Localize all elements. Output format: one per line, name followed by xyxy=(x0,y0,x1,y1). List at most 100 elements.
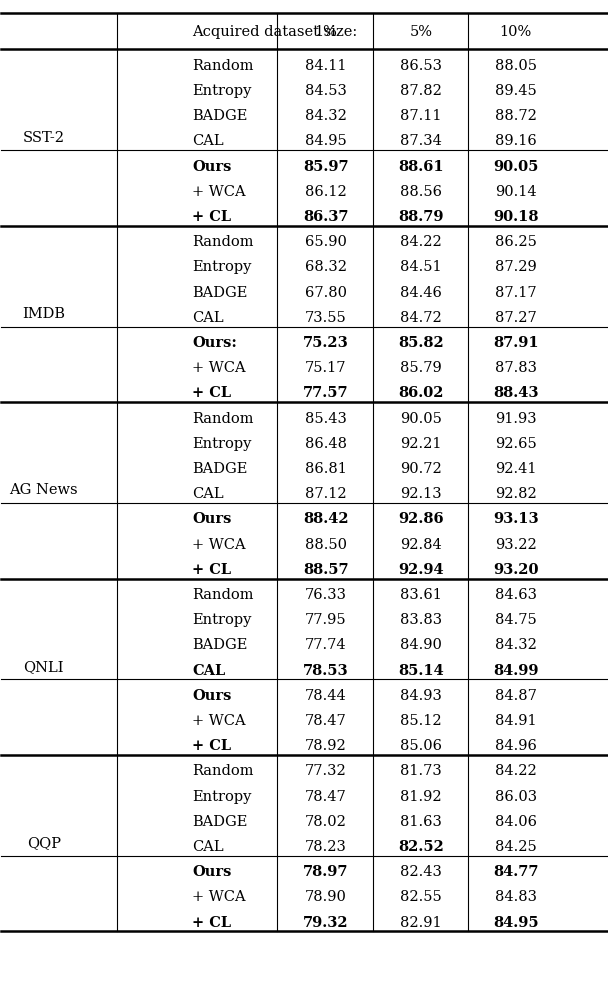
Text: Entropy: Entropy xyxy=(192,84,252,98)
Text: 87.83: 87.83 xyxy=(495,362,537,375)
Text: Ours: Ours xyxy=(192,513,232,527)
Text: CAL: CAL xyxy=(192,487,224,501)
Text: 88.43: 88.43 xyxy=(493,386,539,400)
Text: 84.75: 84.75 xyxy=(495,614,537,627)
Text: Random: Random xyxy=(192,588,254,602)
Text: + CL: + CL xyxy=(192,386,232,400)
Text: 84.32: 84.32 xyxy=(495,638,537,652)
Text: 86.12: 86.12 xyxy=(305,185,347,199)
Text: CAL: CAL xyxy=(192,134,224,148)
Text: Ours:: Ours: xyxy=(192,336,237,350)
Text: 86.81: 86.81 xyxy=(305,462,347,476)
Text: 84.32: 84.32 xyxy=(305,110,347,124)
Text: 86.25: 86.25 xyxy=(495,235,537,249)
Text: 90.05: 90.05 xyxy=(493,159,539,173)
Text: 84.93: 84.93 xyxy=(400,689,442,703)
Text: CAL: CAL xyxy=(192,663,226,677)
Text: 78.47: 78.47 xyxy=(305,714,347,728)
Text: Entropy: Entropy xyxy=(192,614,252,627)
Text: 67.80: 67.80 xyxy=(305,286,347,300)
Text: 87.34: 87.34 xyxy=(400,134,442,148)
Text: + CL: + CL xyxy=(192,915,232,929)
Text: 81.92: 81.92 xyxy=(400,790,442,804)
Text: 88.57: 88.57 xyxy=(303,563,349,577)
Text: 88.72: 88.72 xyxy=(495,110,537,124)
Text: + CL: + CL xyxy=(192,563,232,577)
Text: 93.20: 93.20 xyxy=(493,563,539,577)
Text: 84.22: 84.22 xyxy=(495,765,537,779)
Text: 90.14: 90.14 xyxy=(495,185,537,199)
Text: 85.06: 85.06 xyxy=(400,739,442,753)
Text: Random: Random xyxy=(192,59,254,73)
Text: 10%: 10% xyxy=(500,25,532,39)
Text: 81.63: 81.63 xyxy=(400,815,442,829)
Text: SST-2: SST-2 xyxy=(22,130,65,144)
Text: 92.86: 92.86 xyxy=(398,513,444,527)
Text: 84.95: 84.95 xyxy=(305,134,347,148)
Text: 87.11: 87.11 xyxy=(401,110,442,124)
Text: 84.91: 84.91 xyxy=(495,714,537,728)
Text: 82.52: 82.52 xyxy=(398,840,444,854)
Text: 88.50: 88.50 xyxy=(305,538,347,552)
Text: BADGE: BADGE xyxy=(192,286,248,300)
Text: CAL: CAL xyxy=(192,840,224,854)
Text: 75.17: 75.17 xyxy=(305,362,347,375)
Text: 85.14: 85.14 xyxy=(398,663,444,677)
Text: Entropy: Entropy xyxy=(192,437,252,451)
Text: 77.74: 77.74 xyxy=(305,638,347,652)
Text: Ours: Ours xyxy=(192,689,232,703)
Text: 82.43: 82.43 xyxy=(400,866,442,879)
Text: 84.99: 84.99 xyxy=(493,663,539,677)
Text: 65.90: 65.90 xyxy=(305,235,347,249)
Text: 83.83: 83.83 xyxy=(400,614,442,627)
Text: 84.96: 84.96 xyxy=(495,739,537,753)
Text: 84.11: 84.11 xyxy=(305,59,347,73)
Text: 78.90: 78.90 xyxy=(305,890,347,904)
Text: Random: Random xyxy=(192,235,254,249)
Text: 87.29: 87.29 xyxy=(495,261,537,275)
Text: Entropy: Entropy xyxy=(192,261,252,275)
Text: IMDB: IMDB xyxy=(22,307,65,321)
Text: 78.23: 78.23 xyxy=(305,840,347,854)
Text: 75.23: 75.23 xyxy=(303,336,349,350)
Text: 85.97: 85.97 xyxy=(303,159,349,173)
Text: 78.92: 78.92 xyxy=(305,739,347,753)
Text: + WCA: + WCA xyxy=(192,714,246,728)
Text: 81.73: 81.73 xyxy=(400,765,442,779)
Text: 88.79: 88.79 xyxy=(398,210,444,224)
Text: 77.57: 77.57 xyxy=(303,386,349,400)
Text: 93.13: 93.13 xyxy=(493,513,539,527)
Text: 84.83: 84.83 xyxy=(495,890,537,904)
Text: 86.03: 86.03 xyxy=(495,790,537,804)
Text: + CL: + CL xyxy=(192,739,232,753)
Text: 88.56: 88.56 xyxy=(400,185,442,199)
Text: BADGE: BADGE xyxy=(192,110,248,124)
Text: 84.87: 84.87 xyxy=(495,689,537,703)
Text: 87.27: 87.27 xyxy=(495,311,537,325)
Text: 91.93: 91.93 xyxy=(495,411,537,425)
Text: Ours: Ours xyxy=(192,159,232,173)
Text: QQP: QQP xyxy=(27,837,61,851)
Text: 90.72: 90.72 xyxy=(400,462,442,476)
Text: 73.55: 73.55 xyxy=(305,311,347,325)
Text: 87.12: 87.12 xyxy=(305,487,347,501)
Text: 92.21: 92.21 xyxy=(401,437,442,451)
Text: 90.18: 90.18 xyxy=(493,210,539,224)
Text: 84.95: 84.95 xyxy=(493,915,539,929)
Text: 84.63: 84.63 xyxy=(495,588,537,602)
Text: + WCA: + WCA xyxy=(192,538,246,552)
Text: 90.05: 90.05 xyxy=(400,411,442,425)
Text: 89.45: 89.45 xyxy=(495,84,537,98)
Text: 5%: 5% xyxy=(410,25,433,39)
Text: 84.06: 84.06 xyxy=(495,815,537,829)
Text: 78.02: 78.02 xyxy=(305,815,347,829)
Text: 85.43: 85.43 xyxy=(305,411,347,425)
Text: 88.61: 88.61 xyxy=(398,159,444,173)
Text: 78.53: 78.53 xyxy=(303,663,349,677)
Text: 89.16: 89.16 xyxy=(495,134,537,148)
Text: BADGE: BADGE xyxy=(192,815,248,829)
Text: 79.32: 79.32 xyxy=(303,915,349,929)
Text: 84.72: 84.72 xyxy=(400,311,442,325)
Text: 78.44: 78.44 xyxy=(305,689,347,703)
Text: + CL: + CL xyxy=(192,210,232,224)
